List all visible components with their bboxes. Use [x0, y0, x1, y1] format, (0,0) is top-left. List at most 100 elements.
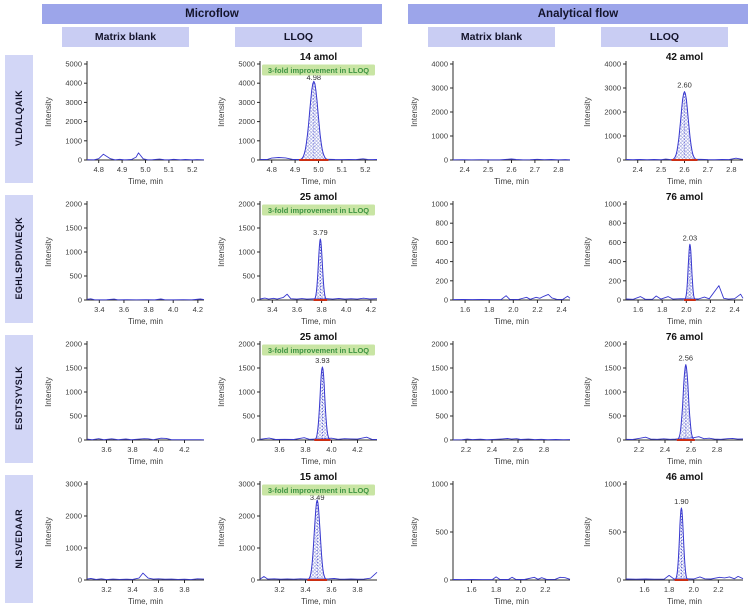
- svg-text:Time, min: Time, min: [301, 177, 336, 186]
- svg-text:Intensity: Intensity: [410, 517, 419, 547]
- svg-text:Intensity: Intensity: [583, 377, 592, 407]
- svg-text:400: 400: [435, 257, 448, 266]
- svg-text:Intensity: Intensity: [583, 517, 592, 547]
- svg-text:2.4: 2.4: [487, 445, 497, 454]
- column-header-analytical-matrix-blank: Matrix blank: [428, 27, 555, 47]
- chromatogram-esdtsyvslk-microflow-matrix-blank: 0 500 1000 1500 2000 3.6 3.8 4.0 4.2 Time, min Int…: [42, 330, 209, 467]
- svg-text:25 amol: 25 amol: [300, 332, 337, 343]
- svg-text:5.2: 5.2: [360, 165, 370, 174]
- svg-text:2.8: 2.8: [726, 165, 736, 174]
- svg-text:800: 800: [608, 219, 621, 228]
- svg-text:5.0: 5.0: [140, 165, 150, 174]
- svg-text:2.4: 2.4: [556, 305, 566, 314]
- svg-text:3000: 3000: [238, 480, 255, 489]
- svg-text:0: 0: [251, 436, 255, 445]
- svg-text:800: 800: [435, 219, 448, 228]
- svg-text:4000: 4000: [604, 60, 621, 69]
- peptide-label-box: VLDALQAIK: [5, 54, 33, 183]
- svg-text:1500: 1500: [431, 364, 448, 373]
- svg-text:500: 500: [435, 412, 448, 421]
- svg-text:0: 0: [444, 576, 448, 585]
- svg-text:2.6: 2.6: [679, 165, 689, 174]
- svg-text:3.6: 3.6: [153, 585, 163, 594]
- svg-text:2.0: 2.0: [508, 305, 518, 314]
- svg-text:Time, min: Time, min: [301, 317, 336, 326]
- svg-text:2.5: 2.5: [656, 165, 666, 174]
- svg-text:2.60: 2.60: [677, 81, 692, 90]
- svg-text:500: 500: [242, 272, 255, 281]
- svg-text:Time, min: Time, min: [301, 457, 336, 466]
- svg-text:Intensity: Intensity: [44, 517, 53, 547]
- svg-text:4.9: 4.9: [290, 165, 300, 174]
- peptide-label-vldalqaik: VLDALQAIK: [2, 50, 36, 187]
- peptide-name: VLDALQAIK: [14, 90, 24, 147]
- svg-text:3.6: 3.6: [274, 445, 284, 454]
- svg-text:2000: 2000: [238, 200, 255, 209]
- svg-text:4000: 4000: [65, 79, 82, 88]
- svg-text:1000: 1000: [604, 480, 621, 489]
- svg-text:0: 0: [617, 436, 621, 445]
- svg-text:200: 200: [435, 276, 448, 285]
- svg-text:2000: 2000: [604, 340, 621, 349]
- svg-text:25 amol: 25 amol: [300, 192, 337, 203]
- svg-text:0: 0: [251, 296, 255, 305]
- svg-text:3.2: 3.2: [274, 585, 284, 594]
- svg-text:3000: 3000: [431, 84, 448, 93]
- svg-text:1.90: 1.90: [674, 497, 689, 506]
- svg-text:3-fold improvement in LLOQ: 3-fold improvement in LLOQ: [268, 486, 369, 495]
- svg-text:2000: 2000: [238, 340, 255, 349]
- svg-text:4.2: 4.2: [366, 305, 376, 314]
- svg-text:Time, min: Time, min: [128, 597, 163, 606]
- column-header-microflow-lloq: LLOQ: [235, 27, 362, 47]
- chromatogram-esdtsyvslk-microflow-lloq: 0 500 1000 1500 2000 3.6 3.8 4.0 4.2 Time, min Int…: [215, 330, 382, 467]
- svg-text:2.03: 2.03: [683, 233, 698, 242]
- svg-text:3.49: 3.49: [310, 493, 325, 502]
- svg-text:2.4: 2.4: [729, 305, 739, 314]
- svg-text:0: 0: [617, 156, 621, 165]
- svg-text:Intensity: Intensity: [583, 97, 592, 127]
- svg-text:1.6: 1.6: [466, 585, 476, 594]
- svg-text:1500: 1500: [238, 364, 255, 373]
- chromatogram-vldalqaik-analytical-lloq: 0 1000 2000 3000 4000 2.4 2.5 2.6 2.7 2.8 Time, mi…: [581, 50, 748, 187]
- column-label: LLOQ: [283, 31, 314, 43]
- svg-text:4.9: 4.9: [117, 165, 127, 174]
- svg-text:0: 0: [78, 156, 82, 165]
- svg-text:Intensity: Intensity: [44, 97, 53, 127]
- svg-text:2.6: 2.6: [686, 445, 696, 454]
- svg-text:3.8: 3.8: [300, 445, 310, 454]
- svg-text:2.0: 2.0: [681, 305, 691, 314]
- svg-text:1000: 1000: [238, 248, 255, 257]
- svg-text:2.56: 2.56: [678, 354, 693, 363]
- svg-text:2.6: 2.6: [506, 165, 516, 174]
- svg-text:1.8: 1.8: [491, 585, 501, 594]
- svg-text:2000: 2000: [431, 108, 448, 117]
- svg-text:14 amol: 14 amol: [300, 52, 337, 63]
- svg-text:Intensity: Intensity: [410, 97, 419, 127]
- peptide-label-box: ESDTSYVSLK: [5, 334, 33, 463]
- svg-text:3.4: 3.4: [127, 585, 137, 594]
- svg-text:200: 200: [608, 276, 621, 285]
- svg-text:4.8: 4.8: [266, 165, 276, 174]
- svg-text:Time, min: Time, min: [128, 177, 163, 186]
- svg-text:0: 0: [444, 436, 448, 445]
- svg-text:4.2: 4.2: [352, 445, 362, 454]
- svg-text:4.0: 4.0: [153, 445, 163, 454]
- svg-text:Time, min: Time, min: [494, 457, 529, 466]
- svg-text:4000: 4000: [238, 79, 255, 88]
- svg-text:3.8: 3.8: [316, 305, 326, 314]
- column-header-analytical-lloq: LLOQ: [601, 27, 728, 47]
- svg-text:4.2: 4.2: [193, 305, 203, 314]
- svg-text:1.6: 1.6: [460, 305, 470, 314]
- column-label: Matrix blank: [460, 31, 523, 43]
- svg-text:1000: 1000: [65, 388, 82, 397]
- svg-text:Intensity: Intensity: [217, 517, 226, 547]
- svg-text:Intensity: Intensity: [410, 377, 419, 407]
- column-group-header-analytical-flow: Analytical flow: [408, 4, 748, 24]
- chromatogram-esdtsyvslk-analytical-matrix-blank: 0 500 1000 1500 2000 2.2 2.4 2.6 2.8 Time, min Int…: [408, 330, 575, 467]
- svg-text:3-fold improvement in LLOQ: 3-fold improvement in LLOQ: [268, 206, 369, 215]
- svg-text:1000: 1000: [604, 388, 621, 397]
- svg-text:1500: 1500: [65, 224, 82, 233]
- svg-text:1000: 1000: [65, 136, 82, 145]
- svg-text:5000: 5000: [65, 60, 82, 69]
